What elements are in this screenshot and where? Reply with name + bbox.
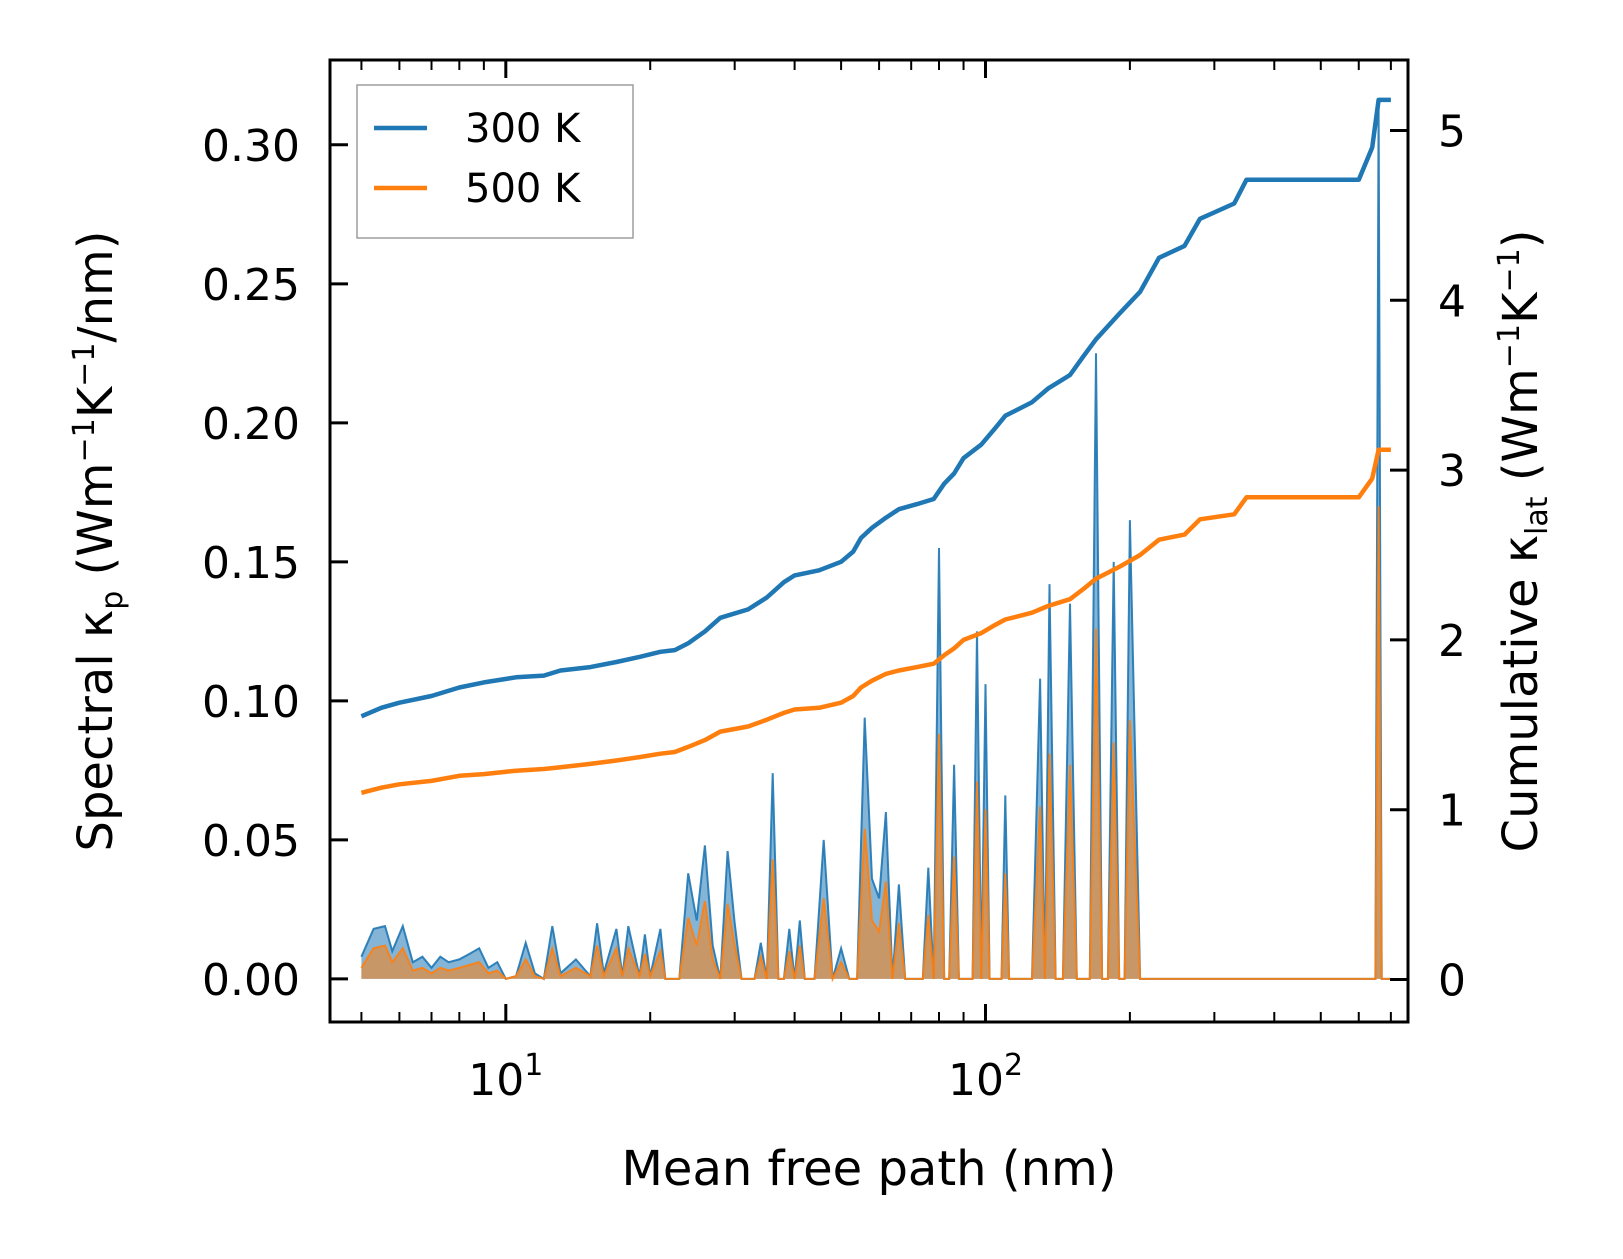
- left-y-tick-label: 0.05: [202, 816, 300, 867]
- right-y-axis-title: Cumulative κlat (Wm−1K−1): [1492, 230, 1555, 853]
- left-y-tick-labels: 0.00 0.05 0.10 0.15 0.20 0.25 0.30: [202, 121, 300, 1006]
- right-y-tick-labels: 0 1 2 3 4 5: [1438, 107, 1466, 1007]
- tick-layer: [330, 60, 1408, 1022]
- x-tick-label-10: 101: [468, 1048, 543, 1106]
- spectral-line-500k: [360, 506, 1391, 983]
- left-y-tick-label: 0.25: [202, 260, 300, 311]
- left-y-axis-title: Spectral κp (Wm−1K−1/nm): [67, 231, 130, 852]
- right-y-tick-label: 3: [1438, 446, 1466, 497]
- legend-label-500k: 500 K: [465, 166, 582, 212]
- spectral-fill-layer: [360, 103, 1391, 983]
- right-y-tick-label: 5: [1438, 107, 1466, 158]
- left-y-tick-label: 0.00: [202, 955, 300, 1006]
- x-tick-label-100: 102: [948, 1048, 1023, 1106]
- right-y-tick-label: 4: [1438, 276, 1466, 327]
- series-line-layer: [360, 97, 1391, 795]
- left-y-tick-label: 0.10: [202, 677, 300, 728]
- right-y-tick-label: 2: [1438, 616, 1466, 667]
- right-y-tick-label: 1: [1438, 786, 1466, 837]
- x-axis-title: Mean free path (nm): [622, 1141, 1117, 1197]
- legend-label-300k: 300 K: [465, 106, 582, 152]
- cumulative-line-300k: [360, 97, 1391, 719]
- plot-frame: [328, 58, 1410, 1024]
- legend-box: [356, 84, 634, 239]
- spectral-area-500k: [361, 506, 1391, 979]
- left-y-tick-label: 0.30: [202, 121, 300, 172]
- left-y-tick-label: 0.20: [202, 399, 300, 450]
- spectral-area-300k: [361, 103, 1391, 979]
- cumulative-line-500k: [360, 447, 1391, 795]
- legend: 300 K 500 K: [356, 84, 634, 239]
- right-y-tick-label: 0: [1438, 956, 1466, 1007]
- left-y-tick-label: 0.15: [202, 538, 300, 589]
